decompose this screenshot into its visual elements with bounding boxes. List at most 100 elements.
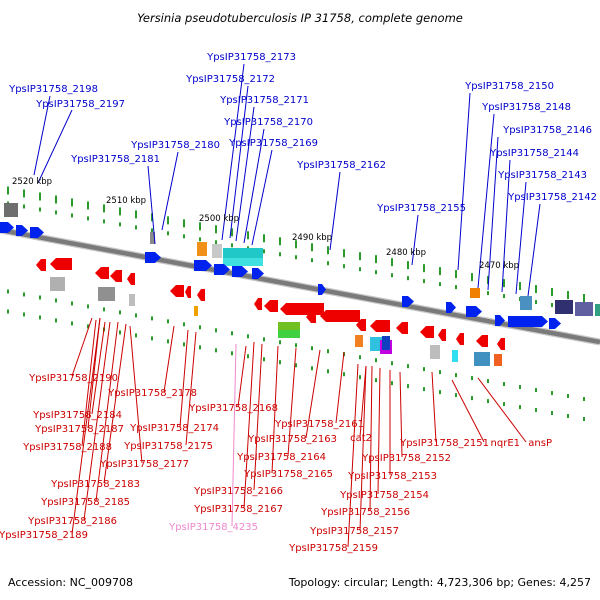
reverse-gene-arrow — [497, 338, 505, 350]
reverse-gene-label: cat2 — [350, 433, 372, 444]
leader-line — [487, 136, 499, 291]
leader-line — [163, 325, 175, 393]
tick-marks — [7, 186, 585, 422]
reverse-gene-arrow — [306, 311, 316, 323]
forward-gene-label: YpsIP31758_2146 — [502, 125, 592, 136]
feature-block — [223, 248, 263, 258]
reverse-gene-arrow — [110, 270, 122, 282]
feature-block — [278, 322, 300, 330]
feature-block — [555, 300, 573, 314]
coordinate-label: 2480 kbp — [386, 248, 426, 258]
forward-gene-arrow — [194, 260, 212, 271]
feature-block — [278, 330, 300, 338]
leader-line — [231, 343, 237, 527]
leader-line — [179, 329, 189, 428]
reverse-gene-label: YpsIP31758_2153 — [347, 471, 437, 482]
reverse-gene-arrow — [185, 286, 191, 298]
reverse-gene-label: YpsIP31758_2165 — [243, 469, 333, 480]
reverse-gene-label: YpsIP31758_2163 — [247, 434, 337, 445]
coordinate-label: 2520 kbp — [12, 177, 52, 187]
leader-line — [147, 165, 156, 245]
feature-block — [212, 244, 222, 258]
leader-line — [185, 331, 197, 446]
leader-line — [399, 371, 403, 458]
feature-block — [575, 302, 593, 316]
accession-text: Accession: NC_009708 — [8, 576, 133, 589]
coordinate-label: 2510 kbp — [106, 196, 146, 206]
forward-gene-label: YpsIP31758_2169 — [228, 138, 318, 149]
feature-block — [4, 203, 18, 217]
reverse-gene-label: YpsIP31758_2178 — [107, 388, 197, 399]
reverse-gene-arrow — [280, 303, 324, 315]
reverse-gene-arrow — [254, 298, 262, 310]
leader-line — [515, 181, 527, 295]
reverse-gene-arrow — [370, 320, 390, 332]
reverse-gene-arrow — [170, 285, 184, 297]
leader-line — [457, 92, 471, 271]
forward-gene-label: YpsIP31758_2170 — [223, 117, 313, 128]
leader-line — [243, 341, 255, 509]
leader-line — [431, 371, 437, 443]
reverse-gene-label: YpsIP31758_2154 — [339, 490, 429, 501]
leader-line — [359, 365, 367, 531]
reverse-gene-label: YpsIP31758_2151 — [399, 438, 489, 449]
leader-line — [369, 365, 373, 512]
leader-line — [237, 345, 247, 408]
forward-gene-label: YpsIP31758_2155 — [376, 203, 466, 214]
reverse-gene-arrow — [50, 258, 72, 270]
reverse-gene-label: YpsIP31758_2187 — [34, 424, 124, 435]
forward-gene-arrow — [16, 225, 28, 236]
reverse-gene-label: YpsIP31758_2184 — [32, 410, 122, 421]
reverse-gene-label: nqrE1 — [491, 438, 520, 449]
reverse-gene-arrow — [320, 310, 360, 322]
leader-line — [71, 317, 93, 377]
coordinate-label: 2470 kbp — [479, 261, 519, 271]
reverse-gene-label: YpsIP31758_2164 — [236, 452, 326, 463]
feature-block — [223, 258, 263, 266]
feature-block — [595, 304, 600, 316]
forward-gene-label: YpsIP31758_2171 — [219, 95, 309, 106]
feature-block — [382, 336, 390, 350]
leader-line — [103, 323, 127, 484]
reverse-gene-label: YpsIP31758_2152 — [361, 453, 451, 464]
genome-summary-text: Topology: circular; Length: 4,723,306 bp… — [288, 576, 591, 589]
reverse-gene-label: YpsIP31758_2190 — [28, 373, 118, 384]
feature-block — [470, 288, 480, 298]
leader-line — [229, 85, 249, 239]
reverse-gene-label: YpsIP31758_2156 — [320, 507, 410, 518]
forward-gene-arrow — [549, 318, 561, 329]
leader-line — [161, 151, 179, 231]
feature-block — [355, 335, 363, 347]
forward-gene-label: YpsIP31758_2142 — [507, 192, 597, 203]
leader-line — [347, 363, 359, 548]
reverse-gene-label: YpsIP31758_2189 — [0, 530, 88, 541]
forward-gene-arrow — [252, 268, 264, 279]
leader-line — [477, 377, 527, 443]
reverse-gene-arrow — [36, 259, 46, 271]
feature-block — [98, 287, 115, 301]
reverse-gene-arrow — [396, 322, 408, 334]
leader-line — [329, 171, 341, 251]
forward-gene-label: YpsIP31758_2162 — [296, 160, 386, 171]
pseudogene-label: YpsIP31758_4235 — [168, 522, 258, 533]
feature-block — [194, 306, 198, 316]
leader-line — [221, 63, 245, 241]
coordinate-labels: 2520 kbp 2510 kbp 2500 kbp 2490 kbp 2480 kbp… — [12, 177, 519, 271]
feature-block — [430, 345, 440, 359]
forward-gene-label: YpsIP31758_2150 — [464, 81, 554, 92]
feature-block — [197, 242, 207, 256]
leader-line — [129, 325, 143, 464]
forward-gene-label: YpsIP31758_2197 — [35, 99, 125, 110]
reverse-gene-label: YpsIP31758_2188 — [22, 442, 112, 453]
leader-line — [287, 347, 297, 457]
leader-line — [377, 367, 381, 495]
feature-block — [520, 296, 532, 310]
leader-line — [477, 113, 495, 289]
leader-line — [411, 214, 419, 266]
leader-line — [527, 203, 541, 297]
forward-gene-label: YpsIP31758_2144 — [489, 148, 579, 159]
forward-gene-arrow — [446, 302, 456, 313]
reverse-gene-label: YpsIP31758_2167 — [193, 504, 283, 515]
reverse-gene-label: ansP — [528, 438, 552, 449]
leader-line — [81, 319, 97, 447]
